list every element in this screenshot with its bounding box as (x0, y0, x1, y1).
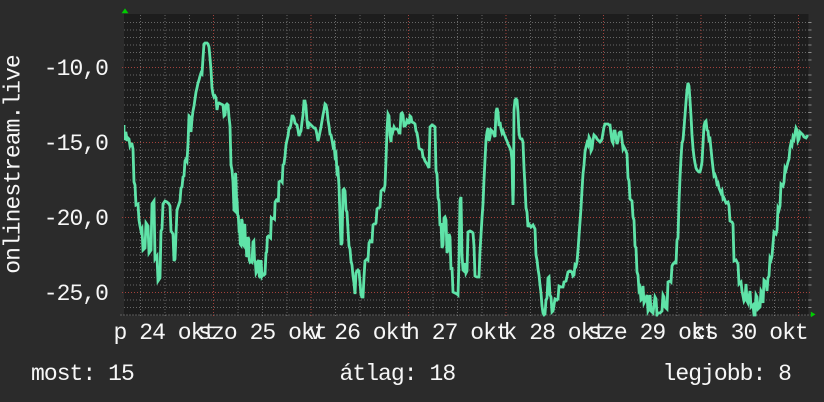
svg-text:-25,0: -25,0 (44, 281, 108, 307)
svg-text:p 24 okt: p 24 okt (114, 320, 217, 346)
svg-text:h 27 okt: h 27 okt (406, 320, 509, 346)
svg-text:-20,0: -20,0 (44, 206, 108, 232)
svg-text:sze 29 okt: sze 29 okt (588, 320, 717, 346)
svg-text:szo 25 okt: szo 25 okt (198, 320, 327, 346)
svg-text:-15,0: -15,0 (44, 131, 108, 157)
svg-text:legjobb: 8: legjobb: 8 (663, 361, 792, 387)
svg-text:onlinestream.live: onlinestream.live (1, 55, 27, 274)
svg-text:-10,0: -10,0 (44, 56, 108, 82)
svg-text:k 28 okt: k 28 okt (504, 320, 607, 346)
svg-text:most: 15: most: 15 (31, 361, 134, 387)
svg-text:cs 30 okt: cs 30 okt (692, 320, 808, 346)
svg-text:átlag: 18: átlag: 18 (340, 361, 456, 387)
svg-text:v 26 okt: v 26 okt (309, 320, 412, 346)
